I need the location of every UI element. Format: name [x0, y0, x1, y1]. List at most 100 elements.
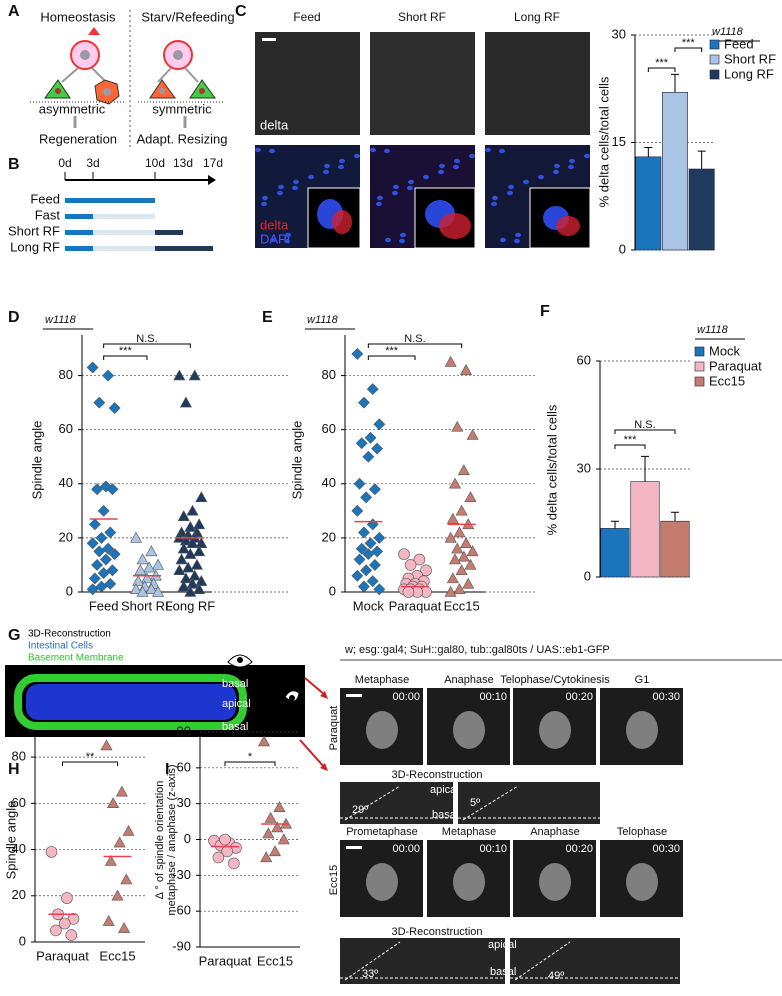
- data-point: [228, 857, 240, 870]
- data-point: [373, 418, 386, 431]
- bar: [630, 481, 660, 578]
- y-tick-label: 40: [59, 475, 73, 490]
- angle-label: 5º: [470, 797, 480, 809]
- day-label: 3d: [86, 156, 99, 170]
- data-point: [257, 735, 271, 747]
- data-point: [466, 545, 479, 557]
- legend-label: Short RF: [724, 51, 776, 66]
- y-tick-label: 0: [19, 933, 26, 948]
- bar: [660, 520, 690, 578]
- legend-swatch: [709, 69, 720, 80]
- bar: [662, 92, 688, 251]
- stain-label: delta: [260, 117, 289, 132]
- data-point: [91, 559, 103, 571]
- data-point: [355, 542, 368, 555]
- x-tick-label: Paraquat: [389, 598, 442, 613]
- significance-label: ***: [655, 57, 669, 69]
- data-point: [122, 824, 135, 836]
- condition-label: Feed: [30, 191, 60, 206]
- x-tick-label: Feed: [89, 598, 119, 613]
- y-tick-label: 20: [322, 529, 336, 544]
- nucleus: [469, 153, 475, 159]
- nucleus: [385, 237, 391, 243]
- legend-swatch: [709, 54, 720, 65]
- legend-text: Intestinal Cells: [28, 641, 93, 652]
- data-point: [262, 827, 275, 839]
- bar: [600, 528, 630, 578]
- data-point: [358, 526, 370, 539]
- nucleus: [262, 195, 268, 201]
- label: Homeostasis: [40, 9, 116, 24]
- significance-bracket: [103, 355, 148, 360]
- data-point: [366, 383, 379, 396]
- y-tick-label: 90: [177, 723, 191, 738]
- data-point: [449, 553, 462, 565]
- data-point: [134, 564, 147, 576]
- data-point: [151, 585, 165, 597]
- data-point: [366, 575, 379, 588]
- cell: [539, 863, 571, 901]
- data-point: [351, 504, 364, 517]
- phase-label: G1: [635, 674, 650, 686]
- data-point: [136, 585, 149, 597]
- overview-g: [5, 654, 782, 771]
- data-point: [106, 483, 119, 496]
- data-point: [364, 431, 377, 444]
- data-point: [179, 572, 192, 584]
- data-point: [411, 586, 424, 598]
- data-point: [193, 583, 206, 594]
- y-tick-label: 0: [184, 831, 191, 846]
- data-point: [353, 477, 366, 490]
- y-tick-label: 0: [619, 241, 626, 256]
- time-label: 00:30: [652, 691, 680, 703]
- error-bar: [641, 455, 649, 482]
- data-point: [190, 558, 203, 570]
- data-point: [193, 518, 206, 530]
- phase-label: Telophase: [617, 826, 667, 838]
- data-point: [444, 355, 457, 367]
- y-axis-label: Spindle angle: [289, 421, 304, 500]
- significance-bracket: [103, 343, 191, 348]
- nucleus: [408, 179, 414, 185]
- x-tick-label: Long RF: [165, 598, 215, 613]
- data-point: [120, 873, 133, 885]
- data-point: [212, 851, 225, 864]
- significance-bracket: [367, 355, 416, 360]
- data-point: [402, 586, 415, 598]
- nucleus: [393, 184, 399, 190]
- reconstruction: [340, 938, 505, 984]
- significance-label: *: [248, 751, 253, 763]
- significance-bracket: [224, 761, 276, 766]
- y-axis-label: metaphase / anaphase (z-axis): [166, 764, 178, 915]
- data-point: [457, 464, 470, 475]
- genotype: w; esg::gal4; SuH::gal80, tub::gal80ts /…: [344, 644, 610, 656]
- data-point: [97, 567, 110, 579]
- nucleus: [339, 158, 345, 164]
- legend-swatch: [709, 39, 720, 50]
- angle-label: 29º: [352, 804, 368, 816]
- data-point: [449, 477, 462, 489]
- tissue-label: apical: [222, 698, 251, 710]
- condition-label: Long RF: [10, 239, 60, 254]
- data-point: [99, 553, 112, 566]
- time-label: 00:10: [479, 691, 507, 703]
- label: Adapt. Resizing: [136, 131, 227, 146]
- x-tick-label: Paraquat: [199, 953, 252, 968]
- x-tick-label: Ecc15: [444, 598, 480, 613]
- panel-label: H: [8, 761, 20, 778]
- data-point: [351, 569, 364, 582]
- data-point: [460, 364, 473, 375]
- data-point: [182, 561, 195, 573]
- y-tick-label: 60: [177, 759, 191, 774]
- nucleus: [377, 195, 383, 201]
- nucleus: [454, 158, 460, 164]
- y-tick-label: 60: [322, 421, 336, 436]
- data-point: [362, 548, 375, 561]
- data-point: [58, 917, 71, 930]
- data-point: [466, 428, 479, 440]
- data-point: [104, 526, 117, 539]
- nucleus: [338, 164, 344, 170]
- data-point: [373, 531, 386, 544]
- nucleus: [485, 147, 491, 153]
